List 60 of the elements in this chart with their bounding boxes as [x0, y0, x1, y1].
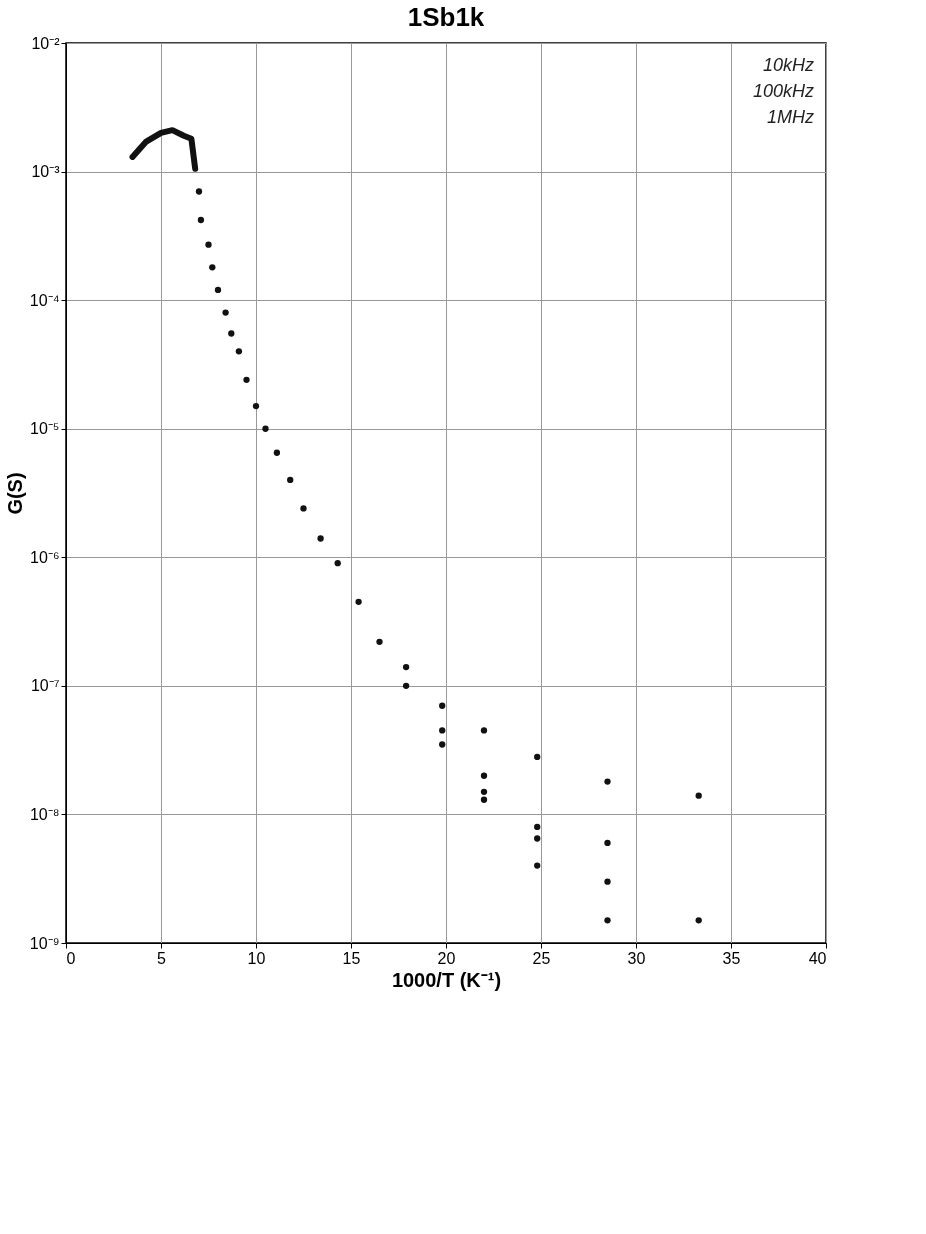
point: [209, 264, 216, 271]
point: [287, 476, 294, 484]
y-tick-label: 10⁻⁹: [29, 934, 60, 952]
x-tick-label: 5: [157, 949, 167, 967]
point: [439, 702, 446, 709]
point: [480, 727, 488, 734]
point: [604, 917, 611, 924]
chart-title: 1Sb1k: [407, 2, 485, 32]
point: [695, 917, 702, 924]
annotation: 10kHz: [762, 55, 814, 75]
x-tick-label: 40: [808, 949, 827, 967]
x-tick-label: 25: [532, 949, 551, 967]
y-tick-label: 10⁻²: [31, 34, 61, 52]
y-tick-label: 10⁻⁷: [30, 677, 60, 695]
y-tick-label: 10⁻⁶: [30, 548, 60, 566]
x-axis-title: 1000/T (K⁻¹): [391, 968, 502, 991]
annotation: 1MHz: [766, 107, 814, 127]
point: [222, 309, 229, 316]
y-tick-label: 10⁻⁴: [29, 291, 60, 309]
x-tick-label: 15: [342, 949, 361, 967]
point: [197, 216, 205, 224]
point: [604, 878, 611, 885]
point: [402, 663, 410, 671]
point: [534, 862, 541, 869]
point: [439, 727, 446, 734]
point: [214, 286, 222, 294]
y-tick-label: 10⁻⁸: [29, 805, 60, 823]
point: [205, 241, 212, 248]
point: [228, 330, 235, 337]
point: [480, 796, 488, 803]
point: [695, 792, 702, 799]
point: [604, 839, 611, 847]
point: [317, 535, 324, 542]
y-axis-title: G(S): [3, 472, 26, 515]
y-tick-label: 10⁻⁵: [30, 420, 60, 438]
point: [300, 505, 307, 512]
x-tick-label: 30: [627, 949, 646, 967]
x-tick-label: 10: [247, 949, 266, 967]
point: [439, 741, 446, 748]
point: [252, 402, 260, 410]
point: [534, 753, 541, 761]
point: [534, 823, 541, 831]
y-tick-label: 10⁻³: [31, 163, 61, 181]
point: [480, 772, 488, 779]
point: [402, 682, 410, 690]
point: [534, 835, 541, 842]
x-tick-label: 35: [722, 949, 741, 967]
x-tick-label: 0: [66, 949, 76, 967]
annotation: 100kHz: [752, 81, 814, 101]
point: [334, 560, 341, 567]
point: [604, 778, 611, 785]
point: [355, 598, 362, 606]
point: [235, 348, 243, 355]
point: [262, 425, 269, 432]
point: [480, 788, 488, 795]
x-tick-label: 20: [437, 949, 456, 967]
point: [195, 188, 203, 195]
point: [376, 638, 383, 645]
point: [243, 376, 250, 383]
point: [273, 449, 281, 456]
